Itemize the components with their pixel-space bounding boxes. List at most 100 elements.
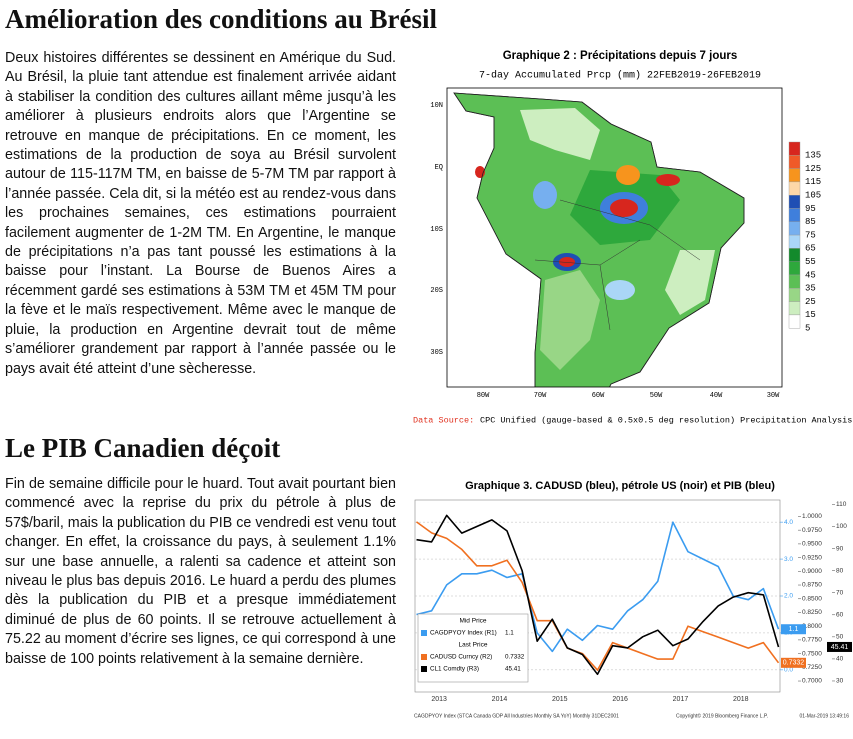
y2-tick-label: 0.9500: [802, 541, 822, 548]
lat-label: 30S: [430, 349, 443, 357]
y3-tick-label: 40: [836, 656, 844, 663]
source: CPC Unified (gauge-based & 0.5x0.5 deg r…: [480, 415, 852, 425]
y3-tick-label: 110: [836, 501, 847, 508]
legend-swatch: [788, 314, 801, 329]
x-tick-label: 2017: [673, 696, 689, 703]
legend-label: 105: [805, 191, 821, 201]
rain-area: [533, 181, 557, 209]
map-frame: [446, 87, 783, 388]
legend-swatch: [421, 630, 427, 636]
value-tag-label: 45.41: [831, 644, 849, 651]
section-title: Amélioration des conditions au Brésil: [5, 4, 438, 34]
coastline: [453, 92, 745, 387]
lat-label: 10S: [430, 226, 443, 234]
legend-swatch: [421, 666, 427, 672]
legend-swatch: [421, 654, 427, 660]
series-line: [416, 514, 780, 676]
rain-area: [540, 270, 600, 370]
lon-label: 30W: [767, 392, 780, 400]
y3-tick-label: 80: [836, 567, 844, 574]
rain-area: [520, 108, 600, 160]
legend-swatch: [788, 168, 801, 183]
legend-label: 5: [805, 324, 810, 334]
series-line: [416, 521, 780, 653]
rain-area: [559, 257, 575, 267]
legend-label: 35: [805, 284, 816, 294]
legend-label: 85: [805, 217, 816, 227]
y2-tick-label: 0.9250: [802, 554, 822, 561]
rain-area: [605, 280, 635, 300]
legend-label: 45: [805, 270, 816, 280]
y2-tick-label: 0.9750: [802, 527, 822, 534]
legend-label: CL1 Comdty (R3): [430, 666, 479, 673]
map: [447, 88, 782, 387]
rain-area: [665, 250, 715, 315]
rain-area: [616, 165, 640, 185]
lon-label: 80W: [477, 392, 490, 400]
value-tag-label: 1.1: [789, 626, 799, 633]
chart-title: Graphique 3. CADUSD (bleu), pétrole US (…: [465, 480, 775, 492]
y-tick-label: 0.0: [784, 667, 793, 674]
lon-label: 40W: [710, 392, 723, 400]
legend-swatch: [788, 208, 801, 223]
y2-tick-label: 0.8250: [802, 609, 822, 616]
value-tag: [781, 657, 806, 668]
legend-label: 135: [805, 151, 821, 161]
y2-tick-label: 0.7750: [802, 637, 822, 644]
y2-tick-label: 0.7500: [802, 650, 822, 657]
y2-tick-label: 0.7000: [802, 678, 822, 685]
x-tick-label: 2018: [733, 696, 749, 703]
y2-tick-label: 0.8000: [802, 623, 822, 630]
x-tick-label: 2013: [431, 696, 447, 703]
lon-label: 60W: [592, 392, 605, 400]
y-tick-label: 3.0: [784, 556, 793, 563]
y-tick-label: 4.0: [784, 519, 793, 526]
y2-tick-label: 1.0000: [802, 513, 822, 520]
value-tag-label: 0.7332: [783, 660, 805, 667]
series-line: [416, 521, 780, 671]
legend-swatch: [788, 288, 801, 302]
x-tick-label: 2016: [612, 696, 628, 703]
y3-tick-label: 100: [836, 523, 847, 530]
section-title: Le PIB Canadien déçoit: [5, 433, 281, 463]
rain-area: [610, 199, 638, 217]
y2-tick-label: 0.8750: [802, 582, 822, 589]
y3-tick-label: 70: [836, 589, 844, 596]
legend-label: 15: [805, 310, 816, 320]
lat-label: EQ: [435, 164, 443, 172]
y-tick-label: 2.0: [784, 593, 793, 600]
legend-value: 1.1: [505, 630, 514, 637]
y3-tick-label: 50: [836, 634, 844, 641]
legend-value: 0.7332: [505, 654, 525, 661]
figure-subtitle: 7-day Accumulated Prcp (mm) 22FEB2019-26…: [479, 70, 761, 82]
y3-tick-label: 30: [836, 678, 844, 685]
paragraph: Deux histoires différentes se dessinent …: [5, 50, 396, 377]
y2-tick-label: 0.9000: [802, 568, 822, 575]
lat-label: 20S: [430, 287, 443, 295]
y2-tick-label: 0.8500: [802, 595, 822, 602]
value-tag: [827, 641, 852, 652]
legend-label: 65: [805, 244, 816, 254]
paragraph: Fin de semaine difficile pour le huard. …: [5, 476, 397, 667]
legend-swatch: [788, 155, 801, 169]
rain-area: [656, 174, 680, 186]
legend-label: CADUSD Curncy (R2): [430, 654, 492, 661]
legend-header: Mid Price: [459, 618, 486, 625]
chart-footer: 01-Mar-2019 13:49:16: [800, 713, 850, 719]
legend-swatch: [788, 234, 801, 249]
legend-box: [417, 613, 529, 683]
legend-swatch: [788, 194, 801, 209]
source-label: Data Source:: [413, 415, 474, 425]
legend-swatch: [788, 221, 801, 236]
x-tick-label: 2014: [492, 696, 508, 703]
legend-label: 55: [805, 257, 816, 267]
legend-swatch: [788, 261, 801, 276]
legend-swatch: [788, 274, 801, 289]
y3-tick-label: 60: [836, 611, 844, 618]
lon-label: 50W: [650, 392, 663, 400]
y3-tick-label: 90: [836, 545, 844, 552]
chart-footer: CAGDPYOY Index (STCA Canada GDP All Indu…: [414, 713, 619, 719]
legend-swatch: [788, 181, 801, 196]
